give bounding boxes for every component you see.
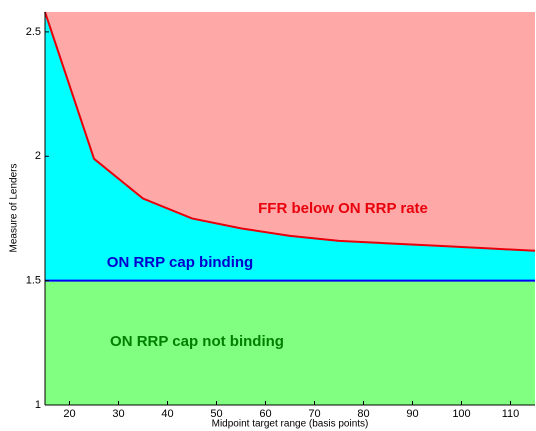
y-tick-label: 1.5 (26, 275, 41, 287)
annotation: ON RRP cap not binding (110, 333, 284, 350)
x-tick-label: 40 (161, 408, 173, 420)
x-tick-label: 70 (308, 408, 320, 420)
x-tick-label: 110 (502, 408, 520, 420)
y-tick-label: 2 (35, 150, 41, 162)
y-tick-label: 2.5 (26, 26, 41, 38)
y-axis-label: Measure of Lenders (9, 164, 20, 253)
x-tick-label: 80 (357, 408, 369, 420)
x-tick-label: 20 (63, 408, 75, 420)
line (44, 11, 536, 252)
x-tick-label: 30 (112, 408, 124, 420)
region-fill (45, 280, 535, 405)
x-tick-label: 50 (210, 408, 222, 420)
x-tick-label: 60 (259, 408, 271, 420)
x-axis-label: Midpoint target range (basis points) (212, 419, 369, 430)
y-tick-label: 1 (35, 399, 41, 411)
annotation: FFR below ON RRP rate (258, 200, 428, 217)
x-tick-label: 90 (406, 408, 418, 420)
x-tick-label: 100 (452, 408, 470, 420)
annotation: ON RRP cap binding (107, 254, 253, 271)
